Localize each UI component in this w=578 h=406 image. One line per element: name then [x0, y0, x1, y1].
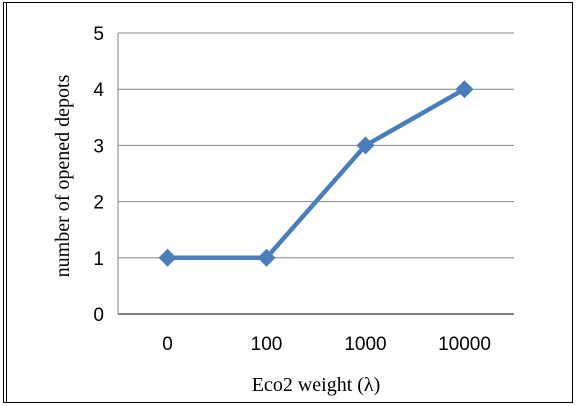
chart-frame: [3, 2, 573, 403]
x-tick-label: 10000: [438, 334, 491, 355]
y-axis-title: number of opened depots: [52, 74, 74, 277]
x-tick-labels: 0 100 1000 10000: [162, 334, 491, 355]
y-tick-label: 2: [93, 193, 104, 214]
y-tick-label: 5: [93, 24, 104, 45]
gridlines: [117, 32, 514, 315]
x-tick-label: 1000: [344, 334, 386, 355]
x-tick-label: 0: [162, 334, 173, 355]
data-point-marker: [455, 80, 474, 99]
x-tick-label: 100: [251, 334, 283, 355]
chart-frame-inner-edge: [6, 2, 7, 403]
y-tick-label: 3: [93, 136, 104, 157]
y-tick-label: 4: [93, 80, 104, 101]
data-point-marker: [158, 248, 177, 267]
data-point-marker: [356, 136, 375, 155]
y-tick-labels: 0 1 2 3 4 5: [93, 24, 104, 326]
series-line: [167, 87, 466, 261]
y-tick-label: 0: [93, 305, 104, 326]
y-tick-label: 1: [93, 249, 104, 270]
data-point-marker: [257, 248, 276, 267]
plot-series: [158, 80, 474, 267]
x-axis-title: Eco2 weight (λ): [252, 374, 381, 396]
